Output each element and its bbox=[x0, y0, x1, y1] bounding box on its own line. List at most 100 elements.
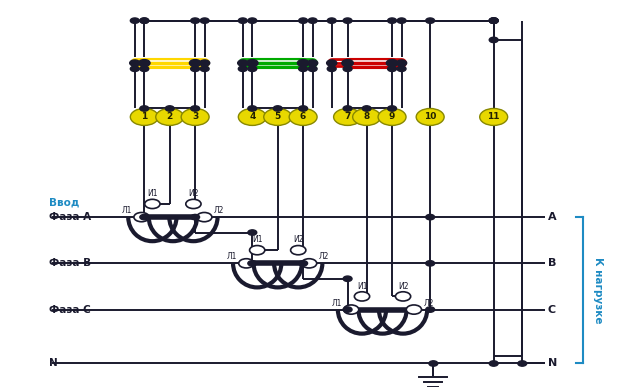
Circle shape bbox=[249, 246, 265, 255]
Text: 5: 5 bbox=[274, 113, 281, 121]
Circle shape bbox=[130, 18, 139, 23]
Text: Л2: Л2 bbox=[214, 206, 224, 215]
Circle shape bbox=[140, 66, 149, 71]
Circle shape bbox=[239, 259, 254, 268]
Circle shape bbox=[429, 361, 438, 366]
Text: N: N bbox=[547, 359, 557, 369]
Circle shape bbox=[248, 230, 256, 235]
Circle shape bbox=[200, 66, 209, 71]
Circle shape bbox=[191, 106, 200, 111]
Circle shape bbox=[134, 213, 149, 222]
Circle shape bbox=[426, 18, 434, 23]
Circle shape bbox=[130, 109, 158, 125]
Circle shape bbox=[387, 59, 397, 66]
Text: 1: 1 bbox=[141, 113, 147, 121]
Circle shape bbox=[489, 18, 498, 23]
Circle shape bbox=[299, 66, 308, 71]
Circle shape bbox=[200, 18, 209, 23]
Circle shape bbox=[480, 109, 508, 125]
Circle shape bbox=[289, 109, 317, 125]
Text: A: A bbox=[547, 212, 556, 222]
Text: И2: И2 bbox=[293, 236, 304, 244]
Circle shape bbox=[308, 60, 318, 66]
Text: 2: 2 bbox=[167, 113, 173, 121]
Circle shape bbox=[343, 18, 352, 23]
Circle shape bbox=[200, 60, 210, 66]
Text: Фаза B: Фаза B bbox=[49, 258, 91, 268]
Circle shape bbox=[140, 215, 149, 220]
Circle shape bbox=[130, 60, 140, 66]
Text: N: N bbox=[49, 359, 58, 369]
Text: 10: 10 bbox=[424, 113, 436, 121]
Circle shape bbox=[239, 18, 247, 23]
Circle shape bbox=[290, 246, 306, 255]
Circle shape bbox=[342, 59, 353, 66]
Circle shape bbox=[308, 18, 317, 23]
Text: Л2: Л2 bbox=[424, 299, 434, 308]
Text: И2: И2 bbox=[188, 189, 198, 198]
Text: 3: 3 bbox=[192, 113, 198, 121]
Circle shape bbox=[396, 60, 406, 66]
Circle shape bbox=[246, 59, 258, 66]
Circle shape bbox=[299, 261, 308, 266]
Text: Л1: Л1 bbox=[331, 299, 341, 308]
Circle shape bbox=[248, 66, 256, 71]
Circle shape bbox=[343, 106, 352, 111]
Circle shape bbox=[378, 109, 406, 125]
Text: Фаза C: Фаза C bbox=[49, 305, 91, 315]
Text: 4: 4 bbox=[249, 113, 255, 121]
Circle shape bbox=[239, 66, 247, 71]
Circle shape bbox=[388, 18, 396, 23]
Text: Л1: Л1 bbox=[122, 206, 132, 215]
Text: И1: И1 bbox=[357, 282, 367, 291]
Circle shape bbox=[343, 66, 352, 71]
Circle shape bbox=[426, 261, 434, 266]
Circle shape bbox=[343, 307, 352, 312]
Circle shape bbox=[489, 361, 498, 366]
Text: Ввод: Ввод bbox=[49, 197, 79, 208]
Circle shape bbox=[130, 66, 139, 71]
Circle shape bbox=[388, 66, 396, 71]
Text: Л2: Л2 bbox=[318, 253, 329, 262]
Text: 8: 8 bbox=[364, 113, 370, 121]
Circle shape bbox=[186, 199, 201, 209]
Circle shape bbox=[518, 361, 527, 366]
Text: И2: И2 bbox=[397, 282, 408, 291]
Circle shape bbox=[327, 66, 336, 71]
Circle shape bbox=[263, 109, 292, 125]
Text: 11: 11 bbox=[487, 113, 500, 121]
Circle shape bbox=[327, 18, 336, 23]
Circle shape bbox=[138, 59, 150, 66]
Circle shape bbox=[426, 215, 434, 220]
Circle shape bbox=[191, 18, 200, 23]
Circle shape bbox=[489, 18, 498, 23]
Circle shape bbox=[489, 37, 498, 43]
Text: 6: 6 bbox=[300, 113, 306, 121]
Text: 7: 7 bbox=[345, 113, 351, 121]
Circle shape bbox=[189, 59, 201, 66]
Circle shape bbox=[354, 292, 369, 301]
Circle shape bbox=[297, 59, 309, 66]
Circle shape bbox=[140, 18, 149, 23]
Circle shape bbox=[181, 109, 209, 125]
Circle shape bbox=[396, 292, 411, 301]
Circle shape bbox=[327, 60, 337, 66]
Text: C: C bbox=[547, 305, 556, 315]
Text: И1: И1 bbox=[147, 189, 158, 198]
Circle shape bbox=[248, 106, 256, 111]
Circle shape bbox=[308, 66, 317, 71]
Circle shape bbox=[489, 18, 498, 23]
Text: Фаза A: Фаза A bbox=[49, 212, 91, 222]
Text: B: B bbox=[547, 258, 556, 268]
Circle shape bbox=[406, 305, 422, 314]
Circle shape bbox=[248, 261, 256, 266]
Circle shape bbox=[140, 18, 149, 23]
Circle shape bbox=[238, 60, 248, 66]
Circle shape bbox=[248, 18, 256, 23]
Circle shape bbox=[191, 66, 200, 71]
Circle shape bbox=[197, 213, 212, 222]
Circle shape bbox=[299, 18, 308, 23]
Circle shape bbox=[302, 259, 316, 268]
Circle shape bbox=[343, 305, 359, 314]
Circle shape bbox=[165, 106, 174, 111]
